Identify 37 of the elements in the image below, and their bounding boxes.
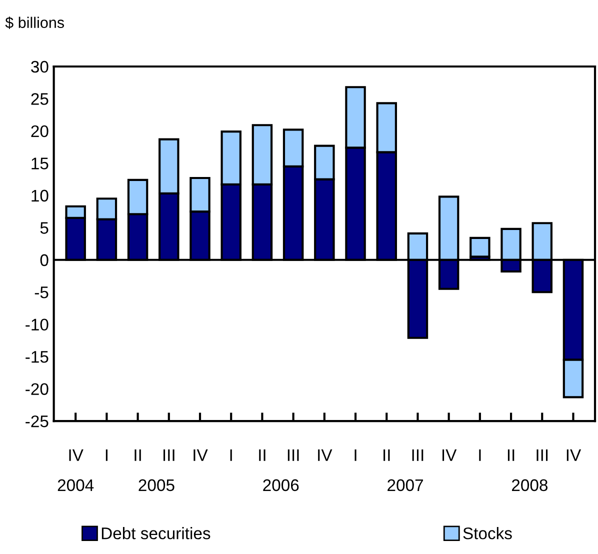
x-tick-label: II xyxy=(384,449,390,461)
x-tick-label: IV xyxy=(194,449,208,461)
y-tick-label: 15 xyxy=(32,158,48,170)
x-tick-label: III xyxy=(163,449,174,461)
x-tick-label: IV xyxy=(566,449,582,461)
x-tick-label: II xyxy=(134,449,141,461)
y-tick-label: -10 xyxy=(26,318,48,331)
x-tick-label: I xyxy=(106,449,108,461)
y-tick-label: 25 xyxy=(31,93,48,105)
y-tick-label: 20 xyxy=(31,125,48,138)
x-tick-label: III xyxy=(288,449,299,461)
x-tick-label: IV xyxy=(69,449,84,461)
y-tick-label: -15 xyxy=(26,351,48,363)
text: 2007 xyxy=(388,479,423,492)
y-tick-label: -5 xyxy=(34,286,48,298)
x-tick-label: IV xyxy=(442,449,457,461)
x-tick-label: III xyxy=(412,449,424,461)
text: 2006 xyxy=(263,479,299,492)
y-tick-label: 30 xyxy=(31,60,48,73)
x-tick-label: IV xyxy=(318,449,332,461)
y-tick-label: -20 xyxy=(26,383,48,396)
text: 2008 xyxy=(512,479,548,492)
x-tick-label: I xyxy=(230,449,232,461)
x-tick-label: I xyxy=(479,449,481,461)
legend-label: Stocks xyxy=(463,527,512,540)
y-tick-label: -25 xyxy=(26,415,48,428)
text: 2004 xyxy=(58,479,94,492)
x-tick-label: II xyxy=(508,449,514,461)
y-tick-label: 5 xyxy=(40,222,48,234)
y-axis-title: $ billions xyxy=(5,16,64,29)
text: 2005 xyxy=(138,479,174,492)
x-tick-label: III xyxy=(536,449,548,461)
y-tick-label: 0 xyxy=(40,254,48,266)
x-tick-label: II xyxy=(259,449,266,461)
legend-label: Debt securities xyxy=(102,527,210,540)
x-tick-label: I xyxy=(354,449,356,461)
y-tick-label: 10 xyxy=(32,190,48,202)
